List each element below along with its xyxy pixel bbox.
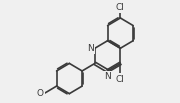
Text: N: N — [104, 72, 111, 81]
Text: N: N — [87, 44, 94, 53]
Text: Cl: Cl — [116, 75, 125, 84]
Text: O: O — [37, 89, 44, 98]
Text: Cl: Cl — [116, 3, 125, 12]
